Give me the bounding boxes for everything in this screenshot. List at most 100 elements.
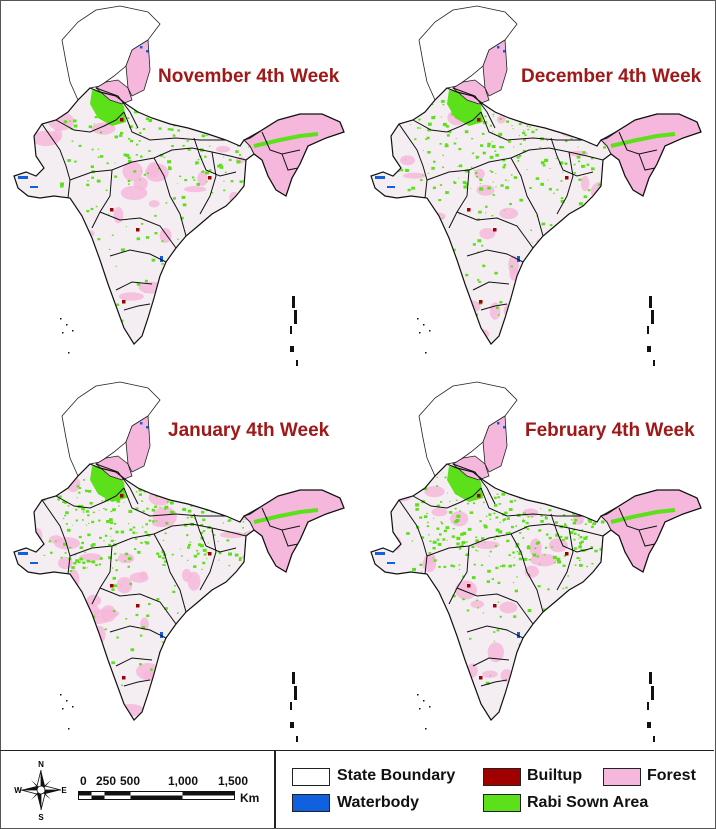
himachal-forest	[95, 455, 133, 481]
rabi-sown-pixel	[579, 563, 583, 567]
rabi-sown-pixel	[80, 602, 84, 605]
rabi-sown-pixel	[458, 213, 461, 215]
rabi-sown-pixel	[427, 122, 432, 126]
rabi-sown-pixel	[504, 511, 508, 515]
legend-swatch-forest	[603, 768, 641, 786]
rabi-sown-pixel	[518, 544, 520, 546]
rabi-sown-pixel	[484, 115, 487, 118]
rabi-sown-pixel	[578, 202, 583, 206]
rabi-sown-pixel	[481, 132, 485, 135]
rabi-sown-pixel	[164, 532, 167, 535]
forest-patch	[99, 661, 108, 680]
rabi-sown-pixel	[412, 249, 416, 252]
rabi-sown-pixel	[74, 554, 77, 556]
forest-patch	[49, 535, 63, 544]
rabi-sown-pixel	[48, 204, 51, 207]
rabi-sown-pixel	[467, 502, 469, 505]
rabi-sown-pixel	[428, 125, 431, 126]
rabi-sown-pixel	[495, 516, 499, 519]
state-boundary-line	[95, 463, 139, 505]
rabi-sown-pixel	[111, 567, 114, 569]
uttarakhand-forest	[482, 415, 508, 473]
rabi-sown-pixel	[173, 280, 176, 283]
rabi-sown-pixel	[228, 519, 232, 522]
rabi-sown-pixel	[580, 540, 584, 544]
rabi-sown-pixel	[572, 104, 576, 107]
compass-rose-icon: N S W E	[14, 760, 67, 821]
rabi-sown-pixel	[537, 585, 541, 588]
rabi-sown-pixel	[94, 685, 98, 688]
rabi-sown-pixel	[577, 538, 579, 540]
rabi-sown-pixel	[165, 202, 168, 204]
forest-patch	[517, 312, 538, 331]
rabi-sown-pixel	[76, 297, 78, 299]
rabi-sown-pixel	[216, 112, 218, 114]
forest-patch	[148, 200, 160, 208]
state-boundary-line	[153, 533, 187, 613]
rabi-sown-pixel	[526, 546, 531, 550]
rabi-sown-pixel	[139, 179, 141, 181]
rabi-sown-pixel	[510, 174, 513, 176]
rabi-sown-pixel	[87, 180, 89, 182]
rabi-sown-pixel	[595, 493, 597, 495]
rabi-sown-pixel	[573, 636, 577, 640]
rabi-sown-pixel	[559, 535, 563, 538]
waterbody-pixel	[140, 46, 143, 49]
rabi-sown-pixel	[515, 307, 519, 310]
rabi-sown-pixel	[519, 532, 522, 534]
rabi-sown-pixel	[561, 598, 564, 601]
rabi-sown-pixel	[493, 115, 495, 117]
rabi-sown-pixel	[134, 110, 138, 114]
rabi-sown-pixel	[188, 544, 190, 546]
rabi-sown-pixel	[551, 479, 556, 483]
kashmir-region	[61, 5, 161, 101]
rabi-sown-pixel	[193, 110, 197, 113]
lakshadweep-island	[425, 352, 427, 354]
rabi-sown-pixel	[233, 306, 236, 309]
rabi-sown-pixel	[548, 623, 551, 626]
rabi-sown-pixel	[508, 564, 512, 568]
rabi-sown-pixel	[157, 297, 160, 300]
forest-patch	[561, 128, 586, 138]
rabi-sown-pixel	[489, 124, 492, 127]
rabi-sown-pixel	[506, 539, 510, 543]
rabi-sown-pixel	[63, 120, 68, 124]
rabi-sown-pixel	[445, 125, 449, 128]
rabi-sown-pixel	[528, 573, 531, 576]
rabi-sown-pixel	[446, 492, 448, 494]
legend-swatch-state-boundary	[292, 768, 330, 786]
rabi-sown-pixel	[471, 576, 476, 580]
rabi-sown-pixel	[73, 119, 77, 123]
rabi-sown-pixel	[591, 524, 594, 526]
forest-patch	[424, 486, 445, 498]
rabi-sown-pixel	[120, 131, 123, 135]
rabi-sown-pixel	[110, 565, 112, 567]
rabi-sown-pixel	[181, 195, 186, 199]
rabi-sown-pixel	[141, 223, 144, 225]
forest-patch	[420, 660, 446, 675]
rabi-sown-pixel	[558, 497, 562, 501]
rabi-sown-pixel	[93, 643, 95, 644]
rabi-sown-pixel	[562, 501, 564, 503]
rabi-sown-pixel	[458, 569, 461, 570]
rabi-sown-pixel	[534, 494, 538, 497]
rabi-sown-pixel	[208, 601, 211, 604]
rabi-sown-pixel	[492, 194, 495, 196]
forest-patch	[179, 253, 192, 273]
forest-patch	[60, 309, 74, 316]
rabi-sown-pixel	[576, 508, 579, 511]
rabi-sown-pixel	[454, 507, 457, 510]
rabi-sown-pixel	[110, 510, 113, 513]
rabi-sown-pixel	[569, 531, 574, 534]
forest-patch	[625, 643, 650, 662]
rabi-sown-pixel	[223, 239, 226, 242]
rabi-sown-pixel	[476, 157, 478, 159]
rabi-sown-pixel	[231, 612, 236, 616]
forest-patch	[512, 693, 534, 708]
state-boundary-line	[412, 487, 482, 509]
rabi-sown-pixel	[234, 496, 237, 499]
rabi-sown-pixel	[479, 520, 482, 523]
rabi-sown-pixel	[512, 564, 516, 567]
rabi-sown-pixel	[419, 476, 424, 480]
rabi-sown-pixel	[136, 532, 138, 534]
